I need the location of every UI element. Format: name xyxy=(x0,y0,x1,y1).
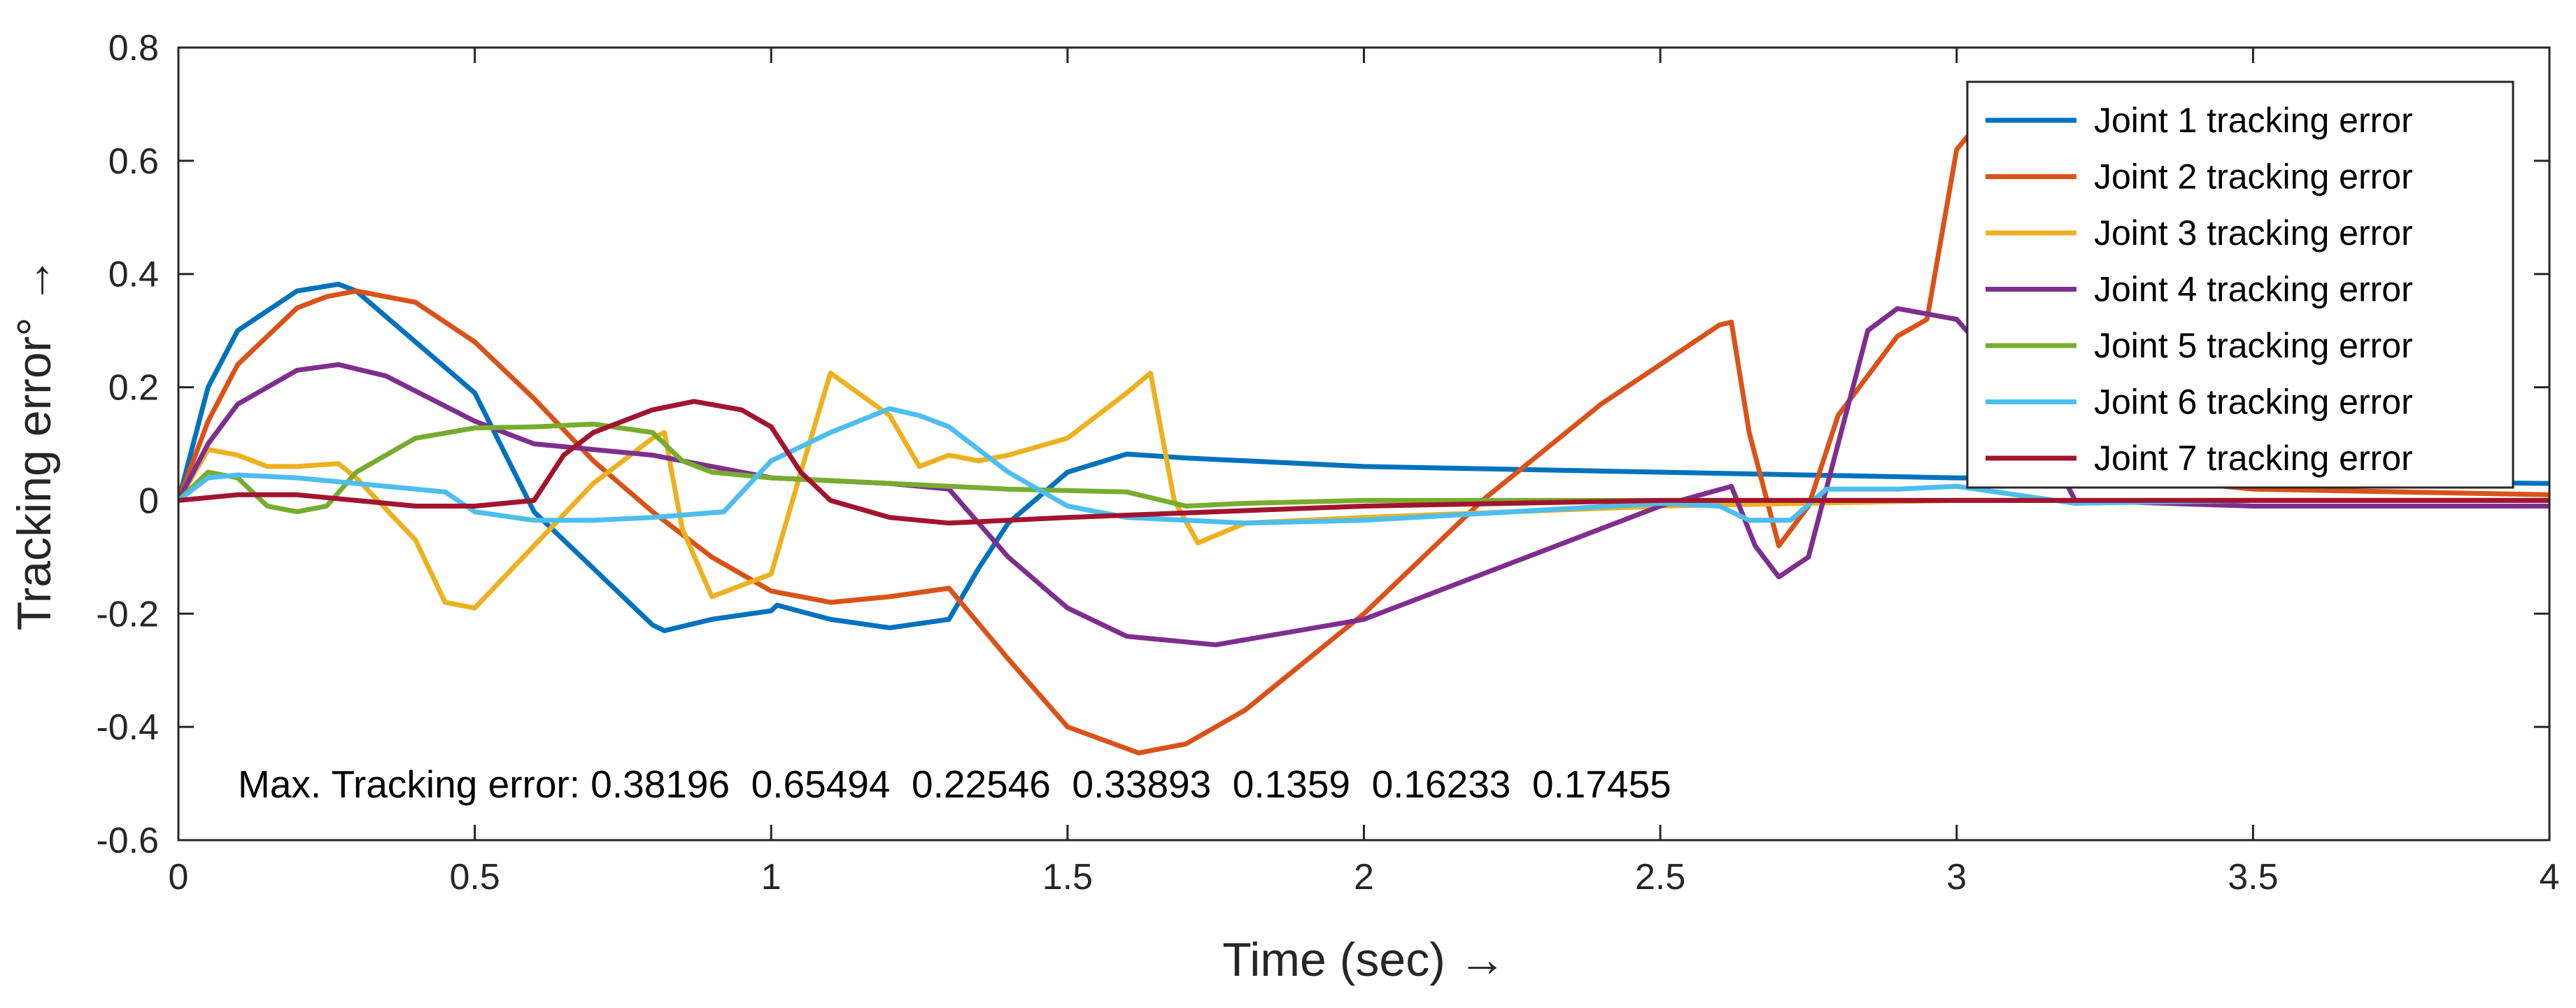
tick-labels: 0 0.5 1 1.5 2 2.5 3 3.5 4 -0.6 -0.4 -0.2 0 0.2 0.4 0.6 0… xyxy=(96,28,2559,897)
y-tick-label: 0 xyxy=(139,481,159,521)
series-lines xyxy=(178,132,2549,755)
series-line-joint-1 xyxy=(178,281,2549,634)
series-line-joint-6 xyxy=(178,406,2549,526)
legend-label-joint-3: Joint 3 tracking error xyxy=(2094,213,2413,253)
legend-label-joint-7: Joint 7 tracking error xyxy=(2094,439,2413,478)
legend-label-joint-6: Joint 6 tracking error xyxy=(2094,383,2413,422)
x-tick-label: 0 xyxy=(169,857,189,897)
x-tick-label: 3 xyxy=(1946,857,1967,897)
legend: Joint 1 tracking error Joint 2 tracking e… xyxy=(1966,80,2514,489)
y-tick-label: 0.2 xyxy=(108,368,159,409)
legend-box xyxy=(1966,80,2514,489)
series-line-joint-2 xyxy=(178,132,2549,755)
x-tick-label: 2.5 xyxy=(1635,857,1685,897)
y-tick-label: 0.4 xyxy=(108,255,159,295)
y-axis-label: Tracking error° → xyxy=(8,257,61,631)
series-line-joint-5 xyxy=(178,421,2549,515)
x-tick-label: 1.5 xyxy=(1042,857,1093,897)
series-line-joint-4 xyxy=(178,306,2549,648)
legend-label-joint-5: Joint 5 tracking error xyxy=(2094,326,2413,365)
series-line-joint-7 xyxy=(178,399,2549,526)
max-tracking-error-annotation: Max. Tracking error: 0.38196 0.65494 0.2… xyxy=(238,762,1671,806)
y-tick-label: 0.6 xyxy=(108,141,159,182)
x-tick-label: 1 xyxy=(761,857,781,897)
legend-label-joint-4: Joint 4 tracking error xyxy=(2094,270,2413,309)
y-tick-label: -0.4 xyxy=(96,707,159,748)
x-axis-label: Time (sec) → xyxy=(1222,933,1506,986)
legend-label-joint-2: Joint 2 tracking error xyxy=(2094,157,2413,197)
y-tick-label: 0.8 xyxy=(108,28,159,69)
x-tick-label: 4 xyxy=(2540,857,2560,897)
plot-area-frame xyxy=(177,46,2551,842)
legend-label-joint-1: Joint 1 tracking error xyxy=(2094,101,2413,140)
x-tick-label: 2 xyxy=(1354,857,1374,897)
y-tick-label: -0.6 xyxy=(96,821,159,861)
y-tick-label: -0.2 xyxy=(96,594,159,634)
x-tick-label: 0.5 xyxy=(449,857,500,897)
x-tick-label: 3.5 xyxy=(2228,857,2278,897)
